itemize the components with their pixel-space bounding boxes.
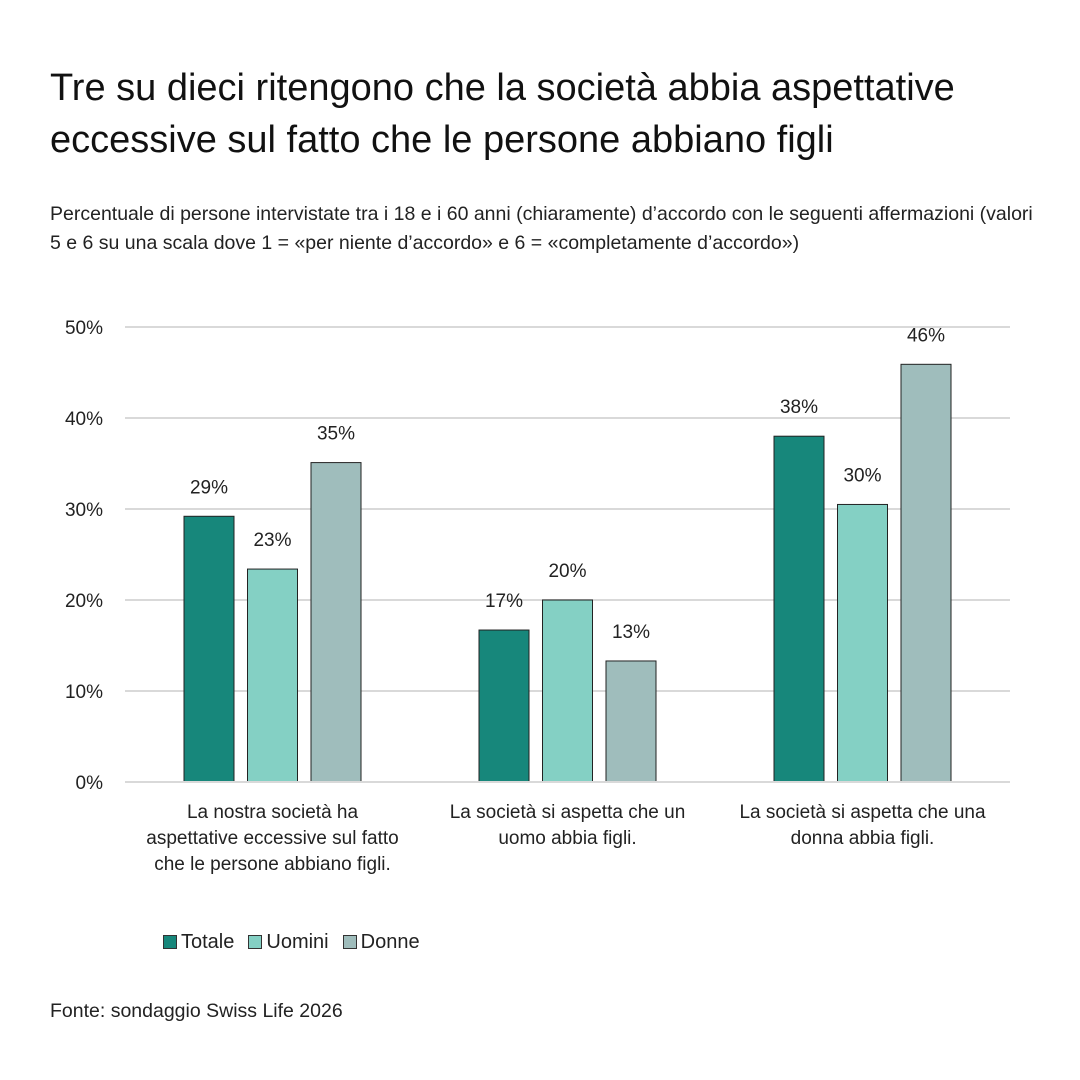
bar-value-labels: 29% 23% 35% 17% 20% 13% 38% 30% 46% (190, 325, 945, 643)
bar-value-label: 17% (485, 591, 523, 612)
bar-value-label: 29% (190, 477, 228, 498)
bar-uomini (247, 568, 298, 783)
legend-swatch (248, 935, 263, 949)
bar-value-label: 13% (612, 622, 650, 643)
category-label: La nostra società ha aspettative eccessi… (146, 802, 399, 875)
y-tick-label: 30% (65, 500, 103, 521)
legend-item-uomini: Uomini (248, 930, 329, 954)
legend-label: Totale (181, 930, 235, 953)
legend-item-donne: Donne (342, 930, 420, 954)
bar-uomini (542, 599, 593, 783)
bar-value-label: 35% (317, 424, 355, 445)
bar-uomini (837, 503, 888, 783)
bar-chart: 0% 10% 20% 30% 40% 50% 29% 23% 35% 17% 20% 13% 38% 3… (65, 318, 1010, 794)
legend: Totale Uomini Donne (163, 930, 434, 954)
bar-value-label: 30% (843, 465, 881, 486)
bar-totale (183, 515, 235, 783)
y-tick-label: 10% (65, 682, 103, 703)
legend-swatch (342, 935, 357, 949)
bar-totale (773, 435, 825, 783)
bar-value-label: 20% (548, 561, 586, 582)
bar-donne (605, 660, 657, 783)
bar-value-label: 46% (907, 325, 945, 346)
bar-value-label: 38% (780, 397, 818, 418)
bars (125, 363, 1010, 783)
category-label: La società si aspetta che una donna abbi… (739, 802, 986, 849)
source-note: Fonte: sondaggio Swiss Life 2026 (50, 1000, 343, 1022)
legend-label: Donne (360, 930, 420, 953)
bar-value-label: 23% (253, 530, 291, 551)
chart-title: Tre su dieci ritengono che la società ab… (50, 67, 955, 161)
legend-swatch (163, 935, 177, 949)
y-tick-label: 50% (65, 318, 103, 339)
bar-donne (900, 363, 952, 783)
legend-item-totale: Totale (163, 931, 234, 954)
legend-label: Uomini (266, 930, 329, 953)
y-axis-ticks: 0% 10% 20% 30% 40% 50% (65, 318, 103, 794)
y-tick-label: 40% (65, 409, 103, 430)
y-tick-label: 20% (65, 591, 103, 612)
chart-subtitle: Percentuale di persone intervistate tra … (50, 203, 1033, 254)
bar-donne (310, 462, 362, 783)
bar-totale (478, 629, 530, 783)
y-tick-label: 0% (76, 773, 104, 794)
category-label: La società si aspetta che un uomo abbia … (449, 802, 686, 849)
